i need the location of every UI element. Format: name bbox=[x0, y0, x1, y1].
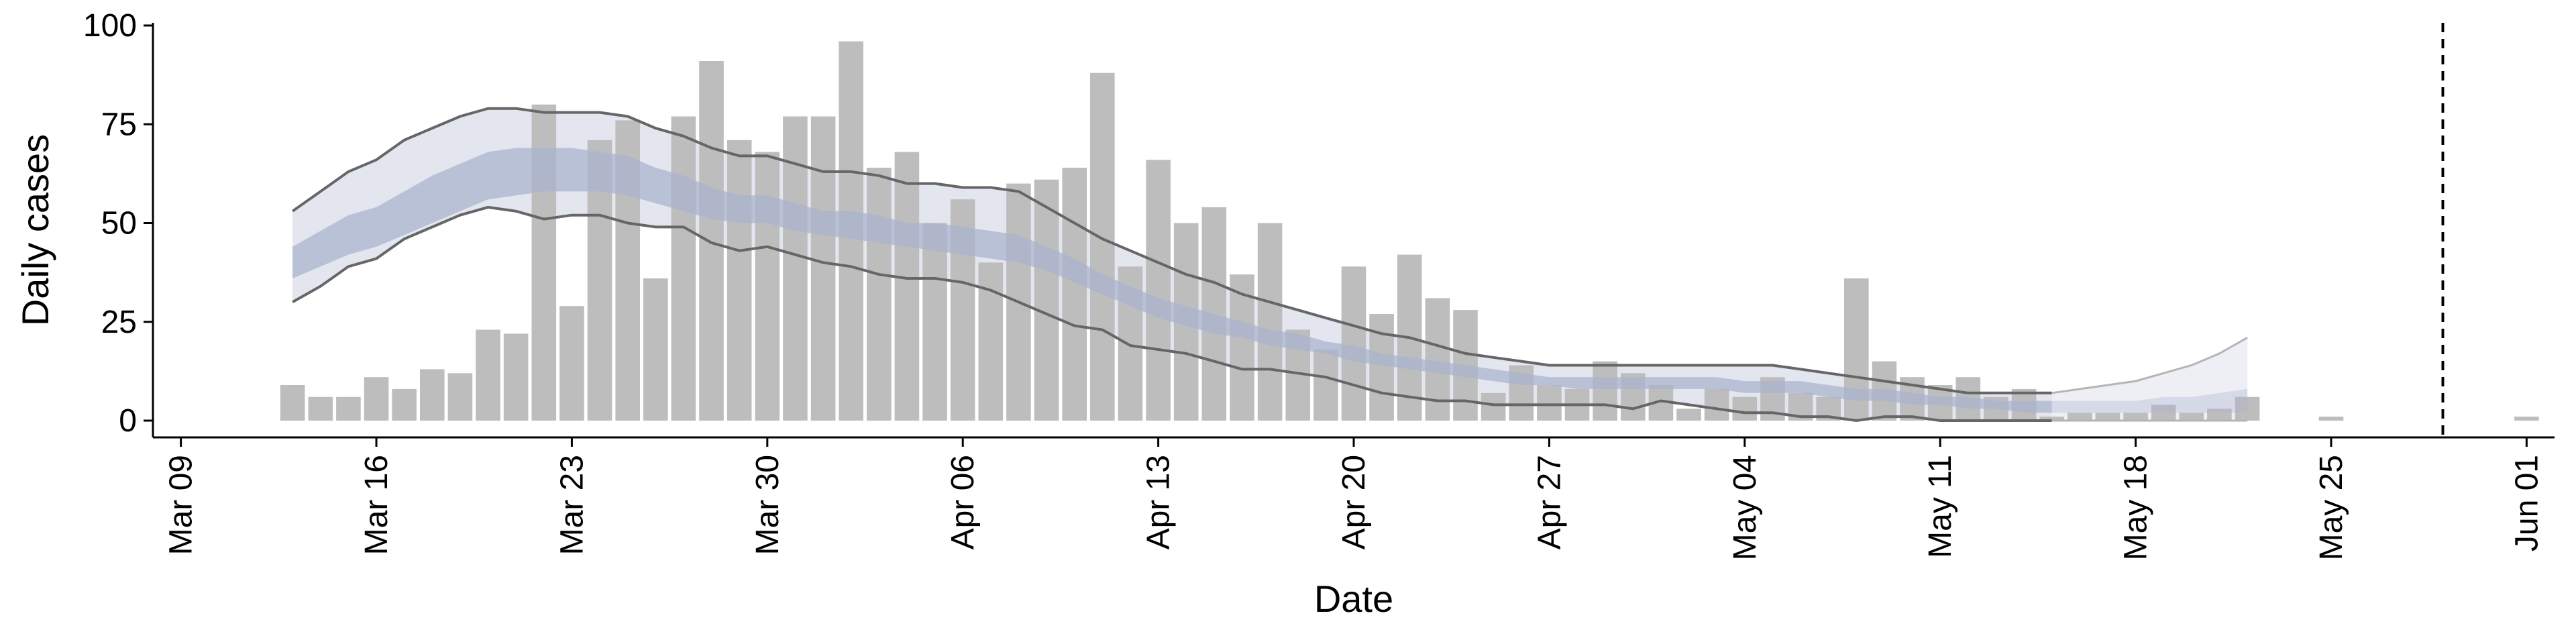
case-bar bbox=[1090, 72, 1115, 421]
case-bar bbox=[1537, 385, 1562, 421]
x-tick-label: Mar 16 bbox=[359, 455, 394, 555]
x-axis-title: Date bbox=[1314, 578, 1393, 620]
case-bar bbox=[1257, 223, 1283, 421]
case-bar bbox=[1062, 168, 1087, 421]
x-tick-label: Apr 06 bbox=[945, 455, 981, 549]
x-tick-label: Jun 01 bbox=[2509, 455, 2544, 551]
case-bar bbox=[2318, 417, 2344, 421]
case-bar bbox=[1593, 361, 1617, 421]
y-tick-label: 75 bbox=[101, 107, 137, 142]
y-tick-label: 100 bbox=[83, 8, 137, 44]
x-axis: Mar 09 Mar 16 Mar 23 Mar 30 Apr 06 Apr 13 Apr … bbox=[153, 436, 2555, 560]
x-tick-label: Mar 23 bbox=[554, 455, 590, 555]
case-bar bbox=[280, 385, 305, 421]
case-bar bbox=[922, 223, 947, 421]
y-tick-label: 0 bbox=[119, 403, 137, 439]
case-bar bbox=[2514, 417, 2539, 421]
lower-bound-line bbox=[292, 205, 2052, 423]
case-bar bbox=[867, 168, 892, 421]
case-bar bbox=[755, 152, 780, 421]
case-bar bbox=[308, 396, 333, 421]
case-bar bbox=[2123, 413, 2148, 421]
case-bar bbox=[1676, 409, 1701, 421]
case-bar bbox=[643, 278, 668, 421]
inner-credible-interval bbox=[292, 148, 2248, 413]
x-tick-label: May 25 bbox=[2314, 455, 2349, 560]
case-bar bbox=[2068, 413, 2092, 421]
case-bar bbox=[364, 377, 389, 421]
case-bar bbox=[699, 61, 724, 421]
x-tick-label: Apr 13 bbox=[1141, 455, 1177, 549]
case-bar bbox=[336, 396, 361, 421]
case-bar bbox=[2235, 396, 2260, 421]
case-bar bbox=[810, 116, 836, 421]
y-axis-title: Daily cases bbox=[14, 134, 56, 326]
case-bar bbox=[1704, 388, 1729, 421]
case-bar bbox=[1034, 179, 1059, 421]
case-bar bbox=[727, 140, 752, 421]
upper-bound-line bbox=[291, 107, 2052, 394]
case-bar bbox=[894, 152, 920, 421]
y-tick-label: 25 bbox=[101, 305, 137, 340]
case-bar bbox=[2151, 405, 2176, 421]
case-bar bbox=[1341, 266, 1366, 421]
case-bar bbox=[2179, 413, 2204, 421]
case-bar bbox=[2039, 417, 2064, 421]
x-tick-label: May 11 bbox=[1923, 455, 1958, 558]
case-bar bbox=[1481, 392, 1506, 421]
x-tick-label: Mar 30 bbox=[750, 455, 786, 555]
case-bar bbox=[447, 373, 473, 421]
case-bar bbox=[2095, 413, 2121, 421]
case-bar bbox=[392, 388, 417, 421]
x-tick-label: May 18 bbox=[2118, 455, 2154, 560]
plot-area bbox=[280, 23, 2539, 437]
x-tick-label: May 04 bbox=[1727, 455, 1763, 560]
upper-bound-line-forecast bbox=[2051, 336, 2248, 394]
outer-band-forecast bbox=[2051, 337, 2248, 421]
case-bar bbox=[2207, 409, 2232, 421]
case-bar bbox=[420, 369, 445, 421]
case-bar bbox=[671, 116, 696, 421]
x-tick-label: Apr 27 bbox=[1532, 455, 1567, 549]
case-bar bbox=[1425, 298, 1450, 421]
interval-bound-lines bbox=[291, 107, 2248, 423]
case-bar bbox=[503, 333, 529, 421]
case-bar bbox=[559, 306, 584, 421]
case-bar bbox=[978, 262, 1004, 421]
case-bar bbox=[1313, 350, 1338, 421]
inner-band-forecast bbox=[2051, 388, 2248, 413]
x-tick-label: Apr 20 bbox=[1336, 455, 1372, 549]
case-bar bbox=[1230, 274, 1254, 421]
inner-band bbox=[292, 148, 2052, 413]
case-bar bbox=[1146, 160, 1171, 421]
y-axis: 0 25 50 75 100 bbox=[83, 8, 154, 439]
case-bar bbox=[476, 329, 500, 421]
x-tick-label: Mar 09 bbox=[164, 455, 199, 555]
y-tick-label: 50 bbox=[101, 206, 137, 241]
case-bar bbox=[1732, 396, 1758, 421]
